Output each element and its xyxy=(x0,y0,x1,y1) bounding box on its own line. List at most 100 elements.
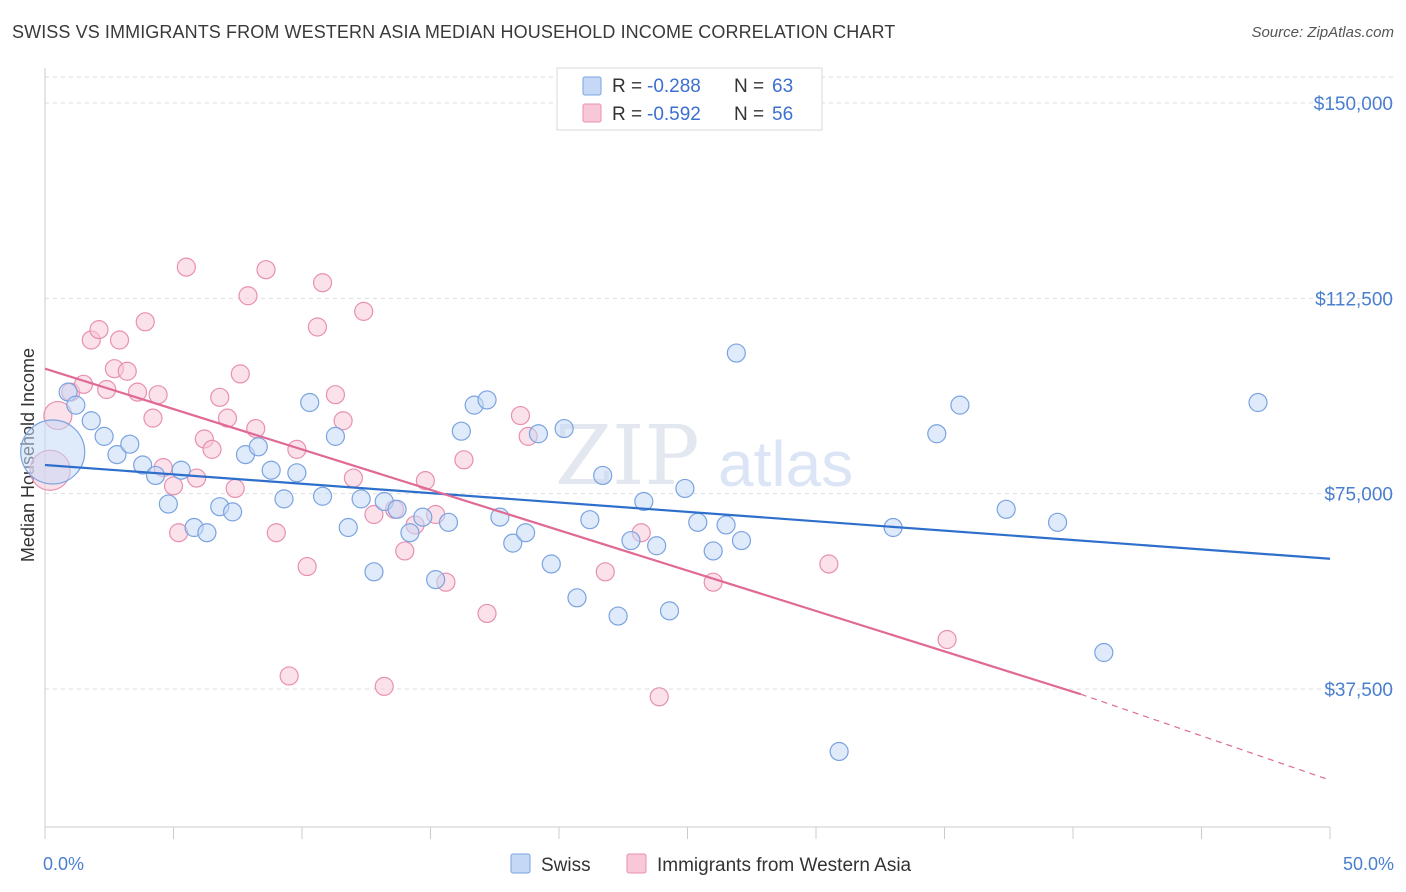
swiss-point xyxy=(996,499,1016,519)
swiss-point xyxy=(133,455,153,475)
watermark-atlas: atlas xyxy=(718,428,853,500)
swiss-point xyxy=(451,421,471,441)
y-tick-label: $150,000 xyxy=(1314,94,1393,115)
swiss-point xyxy=(1047,512,1068,532)
swiss-point xyxy=(400,523,420,543)
series-swiss-points xyxy=(20,343,1268,762)
y-tick-label: $37,500 xyxy=(1324,680,1393,701)
immigrants-point xyxy=(333,411,353,431)
swiss-point xyxy=(438,512,459,532)
immigrants-point xyxy=(287,439,307,459)
swiss-point xyxy=(364,562,384,582)
bottom-legend-swatch-swiss xyxy=(510,853,531,874)
immigrants-point xyxy=(117,361,137,381)
swiss-point xyxy=(726,343,746,363)
swiss-point xyxy=(634,491,654,512)
swiss-point xyxy=(120,434,140,454)
legend-r-value-immigrants: -0.592 xyxy=(647,104,701,125)
swiss-point xyxy=(20,419,86,485)
swiss-point xyxy=(621,530,641,551)
immigrants-point xyxy=(325,385,346,405)
swiss-point xyxy=(413,507,433,527)
swiss-point xyxy=(338,517,358,538)
swiss-point xyxy=(503,533,523,553)
swiss-point xyxy=(66,395,86,415)
immigrants-point xyxy=(312,273,333,293)
immigrants-point xyxy=(225,478,245,499)
swiss-point xyxy=(107,445,127,465)
swiss-point xyxy=(81,411,101,431)
swiss-point xyxy=(608,606,628,626)
legend-swatch-swiss xyxy=(582,76,602,96)
immigrants-point xyxy=(279,666,299,686)
swiss-point xyxy=(94,426,114,446)
swiss-point xyxy=(950,395,970,415)
immigrants-point xyxy=(364,504,384,525)
immigrants-point xyxy=(297,556,317,577)
immigrants-point xyxy=(256,260,276,280)
swiss-point xyxy=(731,530,752,551)
legend-n-label-swiss: N = xyxy=(734,76,764,97)
swiss-trend-line xyxy=(44,463,1331,560)
x-tick-labels: 0.0% 50.0% xyxy=(43,854,1394,874)
immigrants-point xyxy=(202,439,222,459)
immigrants-point xyxy=(163,476,184,496)
immigrants-point xyxy=(937,629,957,650)
swiss-point xyxy=(223,502,243,522)
immigrants-point xyxy=(176,257,196,277)
y-tick-label: $112,500 xyxy=(1315,289,1393,310)
immigrants-point xyxy=(307,317,328,337)
swiss-point xyxy=(647,536,667,556)
immigrants-point xyxy=(819,554,839,574)
swiss-point xyxy=(580,510,600,530)
swiss-point xyxy=(541,554,561,574)
swiss-point xyxy=(567,588,587,608)
x-tick-label: 50.0% xyxy=(1343,854,1394,874)
swiss-point xyxy=(1248,392,1268,413)
swiss-point xyxy=(171,460,191,480)
legend-n-value-immigrants: 56 xyxy=(772,104,793,125)
immigrants-point xyxy=(374,676,394,696)
swiss-point xyxy=(261,460,281,480)
swiss-point xyxy=(477,390,497,410)
immigrants-point xyxy=(395,541,415,561)
swiss-point xyxy=(325,426,346,446)
bottom-legend-label-immigrants: Immigrants from Western Asia xyxy=(657,855,912,876)
swiss-point xyxy=(927,424,947,444)
swiss-point xyxy=(703,541,723,561)
swiss-point xyxy=(675,478,695,499)
swiss-point xyxy=(158,494,178,514)
swiss-point xyxy=(274,489,294,509)
trend-lines xyxy=(44,367,1331,781)
immigrants-point xyxy=(454,450,474,470)
immigrants-trend-extension xyxy=(1080,693,1331,781)
watermark: ZIP atlas xyxy=(555,409,853,504)
swiss-point xyxy=(515,523,536,543)
legend-n-value-swiss: 63 xyxy=(772,76,793,97)
legend-n-label-immigrants: N = xyxy=(734,104,764,125)
immigrants-trend-line xyxy=(44,367,1082,696)
chart-title: SWISS VS IMMIGRANTS FROM WESTERN ASIA ME… xyxy=(12,22,896,42)
immigrants-point xyxy=(595,562,615,582)
swiss-point xyxy=(312,486,333,506)
swiss-point xyxy=(593,465,613,486)
bottom-legend-swatch-immigrants xyxy=(626,853,647,874)
swiss-point xyxy=(716,515,736,535)
swiss-point xyxy=(554,418,574,439)
swiss-point xyxy=(659,601,680,621)
immigrants-point xyxy=(89,320,109,340)
legend-swatch-immigrants xyxy=(582,103,602,123)
swiss-point xyxy=(528,424,549,444)
legend: R = -0.288 N = 63 R = -0.592 N = 56 xyxy=(556,67,823,131)
legend-r-value-swiss: -0.288 xyxy=(647,76,701,97)
swiss-point xyxy=(197,523,217,543)
immigrants-point xyxy=(148,385,168,405)
legend-r-label-immigrants: R = xyxy=(612,104,642,125)
immigrants-point xyxy=(97,379,117,400)
bottom-legend-label-swiss: Swiss xyxy=(541,855,591,876)
swiss-point xyxy=(248,437,268,457)
swiss-point xyxy=(387,499,407,519)
y-tick-labels: $37,500 $75,000 $112,500 $150,000 xyxy=(1314,94,1393,701)
swiss-point xyxy=(688,512,708,532)
